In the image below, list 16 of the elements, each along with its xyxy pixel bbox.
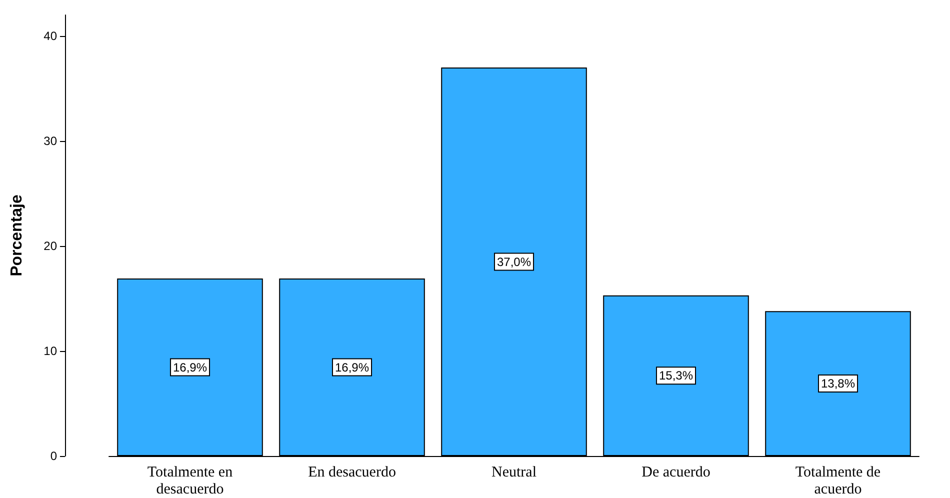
y-tick-label: 0	[50, 449, 58, 463]
data-label: 37,0%	[496, 254, 532, 269]
x-tick-label: De acuerdo	[642, 464, 710, 480]
data-label: 16,9%	[172, 360, 208, 374]
y-axis-title: Porcentaje	[8, 194, 26, 276]
y-tick-label: 40	[44, 29, 58, 43]
y-tick-label: 10	[44, 344, 58, 358]
data-label: 16,9%	[334, 360, 370, 374]
data-label: 13,8%	[820, 376, 856, 391]
x-tick-label: Neutral	[492, 464, 536, 480]
data-label: 15,3%	[658, 368, 694, 383]
y-tick-label: 20	[44, 239, 58, 253]
x-tick-label: Totalmente en desacuerdo	[147, 464, 234, 498]
y-tick-label: 30	[44, 134, 58, 148]
x-tick-label: Totalmente de acuerdo	[795, 464, 881, 498]
x-tick-label: En desacuerdo	[308, 464, 396, 480]
